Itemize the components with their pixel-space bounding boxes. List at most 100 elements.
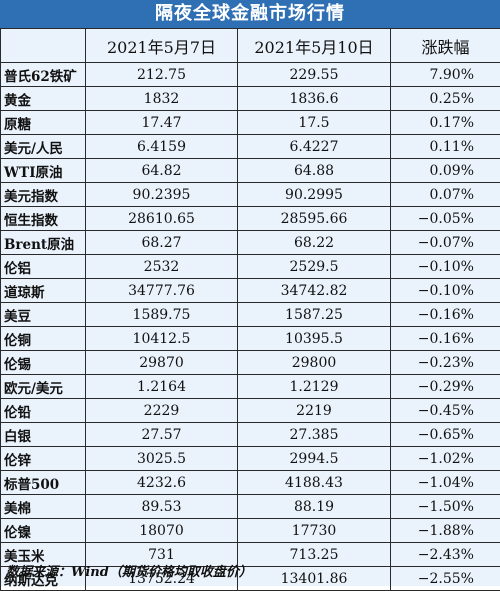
value-date1: 1589.75 bbox=[86, 303, 238, 327]
asset-name: 伦铜 bbox=[1, 327, 86, 351]
asset-name: 黄金 bbox=[1, 87, 86, 111]
asset-name: WTI原油 bbox=[1, 159, 86, 183]
value-date1: 18070 bbox=[86, 519, 238, 543]
source-note: 数据来源：Wind（期货价格均取收盘价） bbox=[6, 563, 252, 583]
value-date2: 2529.5 bbox=[238, 255, 391, 279]
change-percent: −1.50% bbox=[391, 495, 500, 519]
change-percent: −0.16% bbox=[391, 303, 500, 327]
asset-name: 美元/人民 bbox=[1, 135, 86, 159]
value-date1: 3025.5 bbox=[86, 447, 238, 471]
header-date1: 2021年5月7日 bbox=[86, 29, 238, 63]
change-percent: 0.07% bbox=[391, 183, 500, 207]
value-date1: 1.2164 bbox=[86, 375, 238, 399]
value-date1: 2532 bbox=[86, 255, 238, 279]
value-date2: 88.19 bbox=[238, 495, 391, 519]
change-percent: −0.10% bbox=[391, 279, 500, 303]
change-percent: −0.29% bbox=[391, 375, 500, 399]
asset-name: 伦铝 bbox=[1, 255, 86, 279]
header-change: 涨跌幅 bbox=[391, 29, 500, 63]
value-date2: 2219 bbox=[238, 399, 391, 423]
value-date1: 212.75 bbox=[86, 63, 238, 87]
asset-name: 美棉 bbox=[1, 495, 86, 519]
asset-name: 伦镍 bbox=[1, 519, 86, 543]
change-percent: −0.05% bbox=[391, 207, 500, 231]
value-date2: 28595.66 bbox=[238, 207, 391, 231]
value-date2: 229.55 bbox=[238, 63, 391, 87]
asset-name: 普氏62铁矿 bbox=[1, 63, 86, 87]
header-row: 2021年5月7日 2021年5月10日 涨跌幅 bbox=[1, 29, 500, 63]
change-percent: −2.55% bbox=[391, 567, 500, 591]
value-date1: 27.57 bbox=[86, 423, 238, 447]
value-date1: 68.27 bbox=[86, 231, 238, 255]
value-date1: 34777.76 bbox=[86, 279, 238, 303]
value-date2: 34742.82 bbox=[238, 279, 391, 303]
table-title: 隔夜全球金融市场行情 bbox=[0, 0, 500, 28]
value-date2: 1836.6 bbox=[238, 87, 391, 111]
value-date1: 17.47 bbox=[86, 111, 238, 135]
change-percent: −1.04% bbox=[391, 471, 500, 495]
header-date2: 2021年5月10日 bbox=[238, 29, 391, 63]
change-percent: 0.11% bbox=[391, 135, 500, 159]
header-name bbox=[1, 29, 86, 63]
value-date2: 68.22 bbox=[238, 231, 391, 255]
change-percent: −0.10% bbox=[391, 255, 500, 279]
value-date2: 2994.5 bbox=[238, 447, 391, 471]
value-date1: 6.4159 bbox=[86, 135, 238, 159]
value-date2: 1587.25 bbox=[238, 303, 391, 327]
value-date1: 1832 bbox=[86, 87, 238, 111]
change-percent: 7.90% bbox=[391, 63, 500, 87]
value-date2: 10395.5 bbox=[238, 327, 391, 351]
change-percent: 0.09% bbox=[391, 159, 500, 183]
asset-name: 欧元/美元 bbox=[1, 375, 86, 399]
change-percent: −0.16% bbox=[391, 327, 500, 351]
asset-name: 伦铅 bbox=[1, 399, 86, 423]
value-date1: 10412.5 bbox=[86, 327, 238, 351]
change-percent: −1.02% bbox=[391, 447, 500, 471]
asset-name: Brent原油 bbox=[1, 231, 86, 255]
change-percent: −1.88% bbox=[391, 519, 500, 543]
value-date2: 13401.86 bbox=[238, 567, 391, 591]
change-percent: 0.17% bbox=[391, 111, 500, 135]
value-date2: 90.2995 bbox=[238, 183, 391, 207]
value-date1: 89.53 bbox=[86, 495, 238, 519]
value-date2: 64.88 bbox=[238, 159, 391, 183]
change-percent: −0.45% bbox=[391, 399, 500, 423]
value-date2: 1.2129 bbox=[238, 375, 391, 399]
change-percent: −0.07% bbox=[391, 231, 500, 255]
value-date1: 4232.6 bbox=[86, 471, 238, 495]
value-date1: 2229 bbox=[86, 399, 238, 423]
value-date1: 28610.65 bbox=[86, 207, 238, 231]
asset-name: 伦锌 bbox=[1, 447, 86, 471]
asset-name: 伦锡 bbox=[1, 351, 86, 375]
asset-name: 白银 bbox=[1, 423, 86, 447]
asset-name: 恒生指数 bbox=[1, 207, 86, 231]
value-date2: 17.5 bbox=[238, 111, 391, 135]
change-percent: −2.43% bbox=[391, 543, 500, 567]
value-date1: 90.2395 bbox=[86, 183, 238, 207]
value-date2: 27.385 bbox=[238, 423, 391, 447]
change-percent: −0.23% bbox=[391, 351, 500, 375]
asset-name: 原糖 bbox=[1, 111, 86, 135]
value-date2: 713.25 bbox=[238, 543, 391, 567]
value-date1: 29870 bbox=[86, 351, 238, 375]
